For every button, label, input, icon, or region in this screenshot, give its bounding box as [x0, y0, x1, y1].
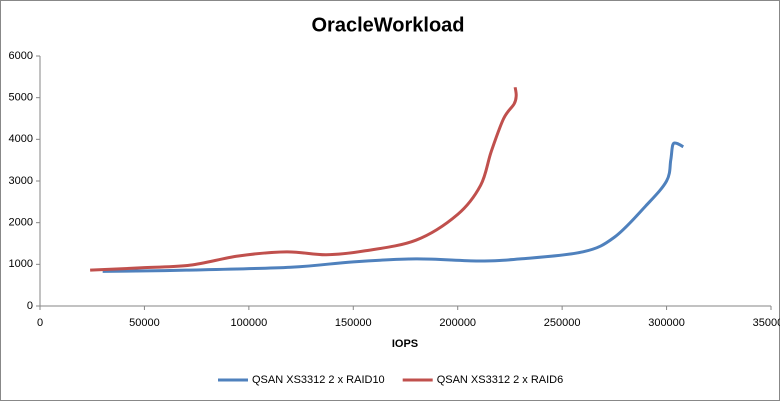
series-line — [90, 87, 518, 272]
y-tick-label: 2000 — [9, 217, 33, 229]
x-tick-label: 250000 — [544, 317, 581, 329]
x-tick-label: 50000 — [129, 317, 160, 329]
x-tick-label: 350000 — [753, 317, 780, 329]
x-tick-label: 200000 — [439, 317, 476, 329]
x-axis-label: IOPS — [392, 338, 418, 350]
series-line — [102, 141, 685, 273]
x-tick-label: 0 — [37, 317, 43, 329]
legend-label: QSAN XS3312 2 x RAID6 — [437, 374, 564, 386]
y-tick-label: 3000 — [9, 175, 33, 187]
y-tick-label: 6000 — [9, 50, 33, 62]
chart-title: OracleWorkload — [311, 14, 464, 36]
legend-label: QSAN XS3312 2 x RAID10 — [252, 374, 385, 386]
y-tick-label: 0 — [27, 300, 33, 312]
x-tick-label: 150000 — [335, 317, 372, 329]
y-tick-label: 4000 — [9, 133, 33, 145]
x-tick-label: 100000 — [230, 317, 267, 329]
y-tick-label: 1000 — [9, 258, 33, 270]
y-tick-label: 5000 — [9, 92, 33, 104]
x-tick-label: 300000 — [648, 317, 685, 329]
